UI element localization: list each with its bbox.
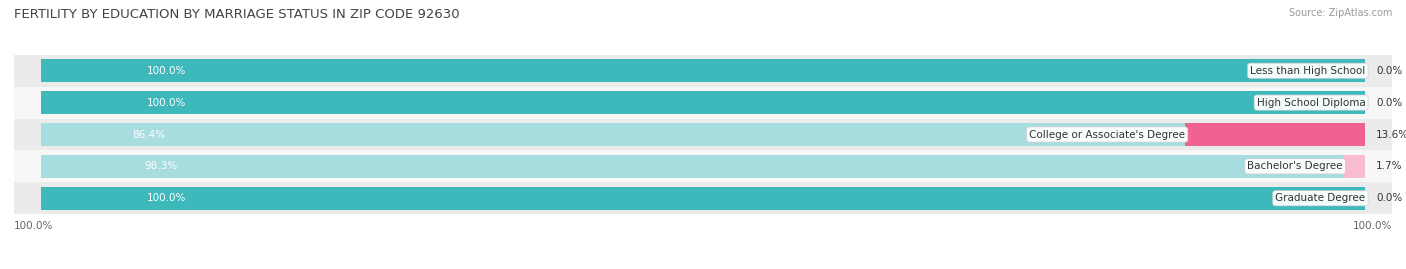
Bar [41, 155, 1343, 178]
Text: 0.0%: 0.0% [1376, 193, 1402, 203]
Bar [41, 59, 1365, 82]
Text: Graduate Degree: Graduate Degree [1275, 193, 1365, 203]
Text: College or Associate's Degree: College or Associate's Degree [1029, 129, 1185, 140]
Bar [41, 187, 1365, 210]
Bar [14, 55, 1392, 87]
Text: 100.0%: 100.0% [14, 221, 53, 231]
Bar [1185, 123, 1365, 146]
Text: 100.0%: 100.0% [146, 98, 186, 108]
Bar [14, 119, 1392, 150]
Text: Bachelor's Degree: Bachelor's Degree [1247, 161, 1343, 171]
Text: High School Diploma: High School Diploma [1257, 98, 1365, 108]
Text: 98.3%: 98.3% [145, 161, 179, 171]
Text: 0.0%: 0.0% [1376, 98, 1402, 108]
Text: 86.4%: 86.4% [132, 129, 166, 140]
Bar [14, 150, 1392, 182]
Text: 13.6%: 13.6% [1376, 129, 1406, 140]
Text: 1.7%: 1.7% [1376, 161, 1403, 171]
Text: 100.0%: 100.0% [146, 66, 186, 76]
Bar [14, 87, 1392, 119]
Bar [41, 91, 1365, 114]
Bar [41, 123, 1185, 146]
Text: 100.0%: 100.0% [146, 193, 186, 203]
Bar [14, 182, 1392, 214]
Bar [1343, 155, 1365, 178]
Text: Source: ZipAtlas.com: Source: ZipAtlas.com [1288, 8, 1392, 18]
Text: 0.0%: 0.0% [1376, 66, 1402, 76]
Text: Less than High School: Less than High School [1250, 66, 1365, 76]
Text: 100.0%: 100.0% [1353, 221, 1392, 231]
Text: FERTILITY BY EDUCATION BY MARRIAGE STATUS IN ZIP CODE 92630: FERTILITY BY EDUCATION BY MARRIAGE STATU… [14, 8, 460, 21]
